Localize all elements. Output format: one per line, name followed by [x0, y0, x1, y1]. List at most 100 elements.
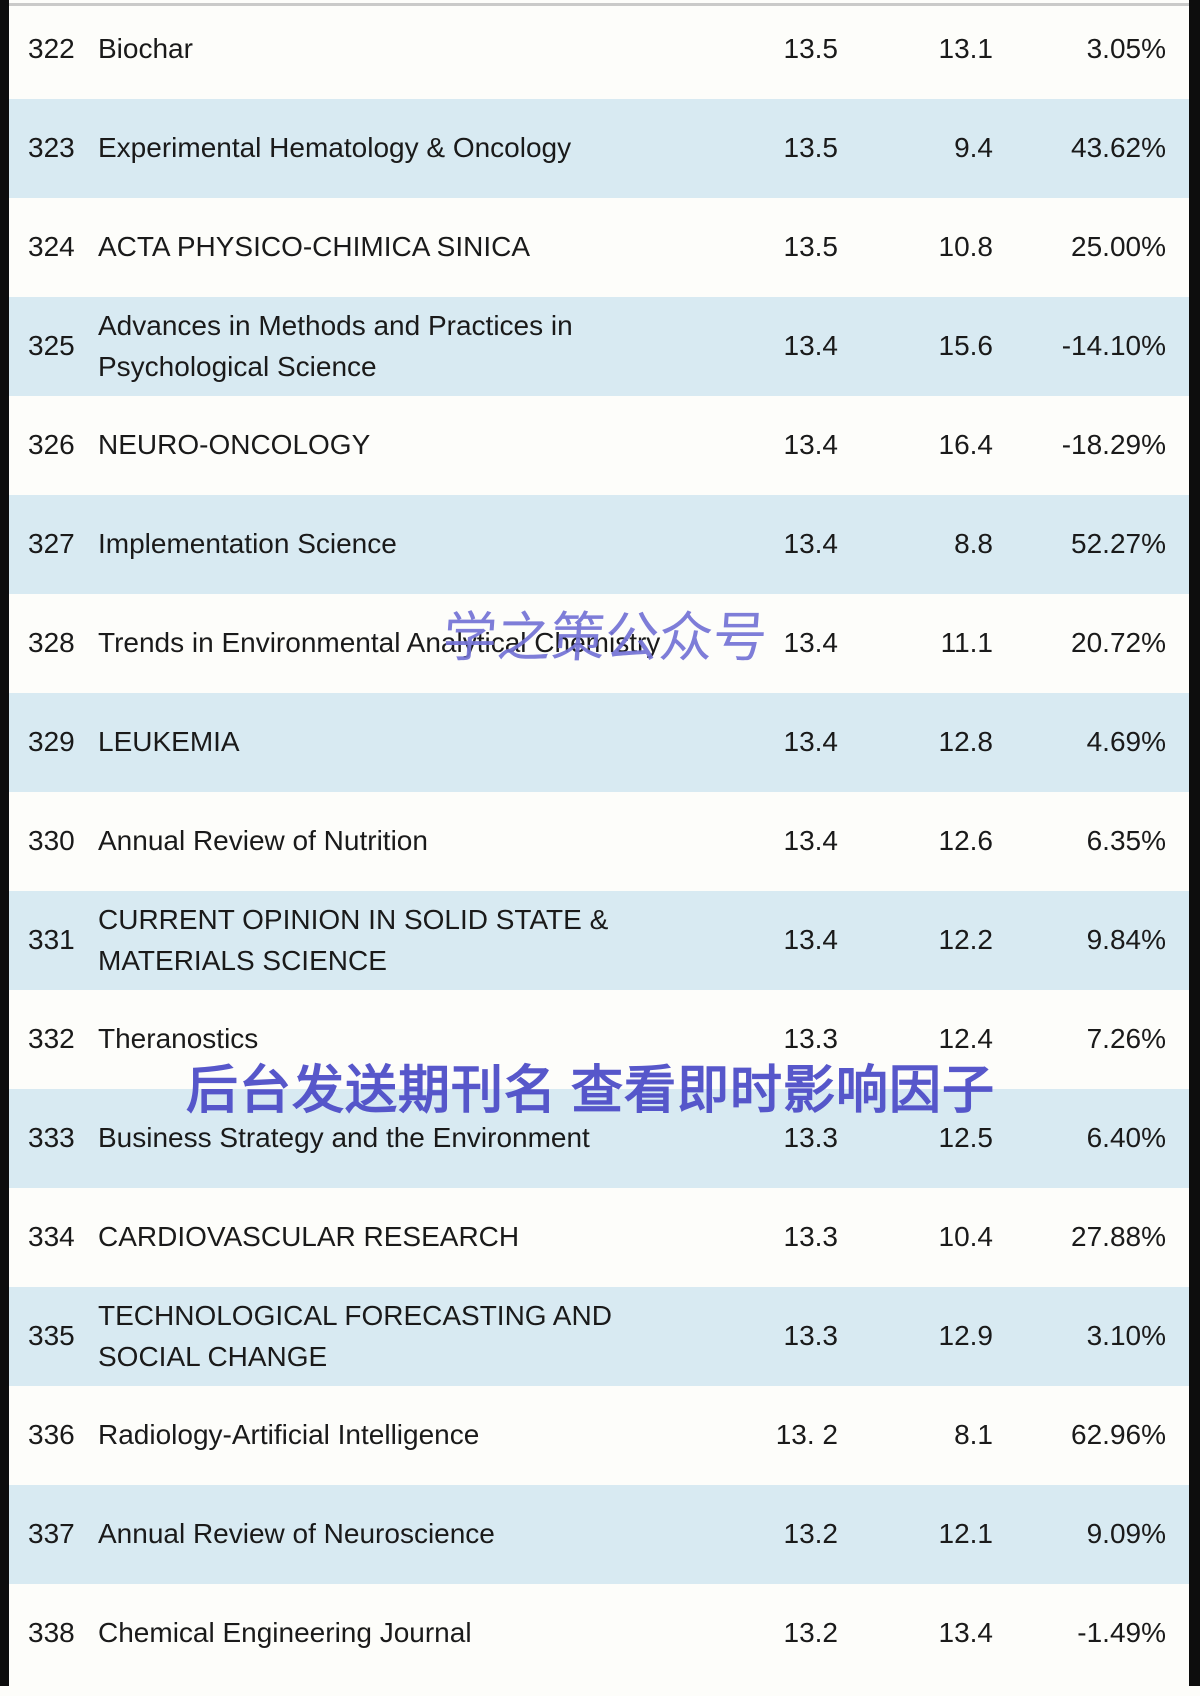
right-border — [1189, 0, 1200, 1686]
journal-rank: 334 — [28, 1221, 75, 1253]
table-row: 329 LEUKEMIA 13.4 12.8 4.69% — [9, 693, 1189, 792]
journal-rank: 331 — [28, 924, 75, 956]
metric-value-1: 13.4 — [783, 627, 839, 659]
journal-rank: 329 — [28, 726, 75, 758]
journal-name: Annual Review of Nutrition — [98, 825, 428, 857]
percent-change: 7.26% — [1086, 1023, 1166, 1055]
journal-name: TECHNOLOGICAL FORECASTING AND SOCIAL CHA… — [98, 1300, 612, 1372]
table-row: 323 Experimental Hematology & Oncology 13.… — [9, 99, 1189, 198]
percent-change: -1.49% — [1077, 1617, 1166, 1649]
metric-value-2: 12.9 — [938, 1320, 994, 1352]
metric-value-1: 13.2 — [783, 1518, 839, 1550]
percent-change: 52.27% — [1071, 528, 1166, 560]
journal-name: LEUKEMIA — [98, 726, 240, 758]
journal-rank: 326 — [28, 429, 75, 461]
percent-change: 3.10% — [1086, 1320, 1166, 1352]
top-divider — [9, 3, 1189, 6]
metric-value-2: 12.6 — [938, 825, 994, 857]
metric-value-1: 13.3 — [783, 1023, 839, 1055]
metric-value-1: 13.5 — [783, 231, 839, 263]
metric-value-2: 9.4 — [954, 132, 993, 164]
table-row: 337 Annual Review of Neuroscience 13.2 12.1… — [9, 1485, 1189, 1584]
metric-value-2: 10.4 — [938, 1221, 994, 1253]
metric-value-2: 15.6 — [938, 330, 994, 362]
percent-change: 25.00% — [1071, 231, 1166, 263]
journal-rank: 324 — [28, 231, 75, 263]
table-row: 322 Biochar 13.5 13.1 3.05% — [9, 0, 1189, 99]
metric-value-2: 11.1 — [940, 627, 993, 659]
table-row: 326 NEURO-ONCOLOGY 13.4 16.4 -18.29% — [9, 396, 1189, 495]
journal-name: Business Strategy and the Environment — [98, 1122, 590, 1154]
table-row: 336 Radiology-Artificial Intelligence 13. … — [9, 1386, 1189, 1485]
percent-change: -18.29% — [1061, 429, 1166, 461]
table-row: 335 TECHNOLOGICAL FORECASTING AND SOCIAL … — [9, 1287, 1189, 1386]
metric-value-2: 13.1 — [938, 33, 994, 65]
journal-rank: 325 — [28, 330, 75, 362]
journal-rank: 332 — [28, 1023, 75, 1055]
metric-value-1: 13.4 — [783, 924, 839, 956]
table-row: 338 Chemical Engineering Journal 13.2 13.4 -… — [9, 1584, 1189, 1683]
metric-value-1: 13.4 — [783, 330, 839, 362]
metric-value-1: 13.3 — [783, 1320, 839, 1352]
journal-rank: 336 — [28, 1419, 75, 1451]
journal-rank: 335 — [28, 1320, 75, 1352]
journal-rank: 337 — [28, 1518, 75, 1550]
metric-value-1: 13.5 — [783, 33, 839, 65]
journal-rank: 323 — [28, 132, 75, 164]
metric-value-1: 13.5 — [783, 132, 839, 164]
table-row: 325 Advances in Methods and Practices in … — [9, 297, 1189, 396]
journal-table: 322 Biochar 13.5 13.1 3.05% 323 Experimental H… — [9, 0, 1189, 1683]
journal-name: Trends in Environmental Analytical Chemi… — [98, 627, 661, 659]
metric-value-1: 13.3 — [783, 1122, 839, 1154]
percent-change: 9.09% — [1086, 1518, 1166, 1550]
journal-name: Advances in Methods and Practices in Psy… — [98, 310, 573, 382]
table-row: 328 Trends in Environmental Analytical Ch… — [9, 594, 1189, 693]
table-row: 332 Theranostics 13.3 12.4 7.26% — [9, 990, 1189, 1089]
metric-value-2: 10.8 — [938, 231, 994, 263]
metric-value-1: 13.2 — [783, 1617, 839, 1649]
journal-name: Experimental Hematology & Oncology — [98, 132, 572, 164]
journal-rank: 338 — [28, 1617, 75, 1649]
metric-value-2: 8.8 — [954, 528, 993, 560]
left-border — [0, 0, 9, 1686]
journal-rank: 327 — [28, 528, 75, 560]
journal-name: CURRENT OPINION IN SOLID STATE & MATERIA… — [98, 904, 609, 976]
journal-rank: 330 — [28, 825, 75, 857]
percent-change: 3.05% — [1086, 33, 1166, 65]
metric-value-2: 8.1 — [954, 1419, 993, 1451]
journal-name: Radiology-Artificial Intelligence — [98, 1419, 480, 1451]
metric-value-2: 12.1 — [938, 1518, 994, 1550]
table-row: 333 Business Strategy and the Environment… — [9, 1089, 1189, 1188]
metric-value-1: 13.4 — [783, 726, 839, 758]
metric-value-1: 13.4 — [783, 825, 839, 857]
table-row: 331 CURRENT OPINION IN SOLID STATE & MATE… — [9, 891, 1189, 990]
metric-value-1: 13.4 — [783, 528, 839, 560]
metric-value-1: 13.4 — [783, 429, 839, 461]
table-row: 327 Implementation Science 13.4 8.8 52.27% — [9, 495, 1189, 594]
journal-rank: 328 — [28, 627, 75, 659]
table-row: 330 Annual Review of Nutrition 13.4 12.6 6.3… — [9, 792, 1189, 891]
metric-value-2: 16.4 — [938, 429, 994, 461]
journal-name: CARDIOVASCULAR RESEARCH — [98, 1221, 520, 1253]
percent-change: 62.96% — [1071, 1419, 1166, 1451]
table-row: 334 CARDIOVASCULAR RESEARCH 13.3 10.4 27.88% — [9, 1188, 1189, 1287]
journal-name: NEURO-ONCOLOGY — [98, 429, 371, 461]
journal-name: Theranostics — [98, 1023, 259, 1055]
journal-name: Biochar — [98, 33, 193, 65]
journal-name: Chemical Engineering Journal — [98, 1617, 472, 1649]
percent-change: 4.69% — [1086, 726, 1166, 758]
metric-value-2: 12.2 — [938, 924, 994, 956]
percent-change: 6.40% — [1086, 1122, 1166, 1154]
metric-value-2: 12.5 — [938, 1122, 994, 1154]
metric-value-2: 12.8 — [938, 726, 994, 758]
percent-change: 6.35% — [1086, 825, 1166, 857]
journal-rank: 333 — [28, 1122, 75, 1154]
percent-change: 27.88% — [1071, 1221, 1166, 1253]
metric-value-1: 13. 2 — [775, 1419, 838, 1451]
journal-rank: 322 — [28, 33, 75, 65]
journal-name: Annual Review of Neuroscience — [98, 1518, 495, 1550]
journal-name: ACTA PHYSICO-CHIMICA SINICA — [98, 231, 530, 263]
metric-value-2: 13.4 — [938, 1617, 994, 1649]
percent-change: 9.84% — [1086, 924, 1166, 956]
